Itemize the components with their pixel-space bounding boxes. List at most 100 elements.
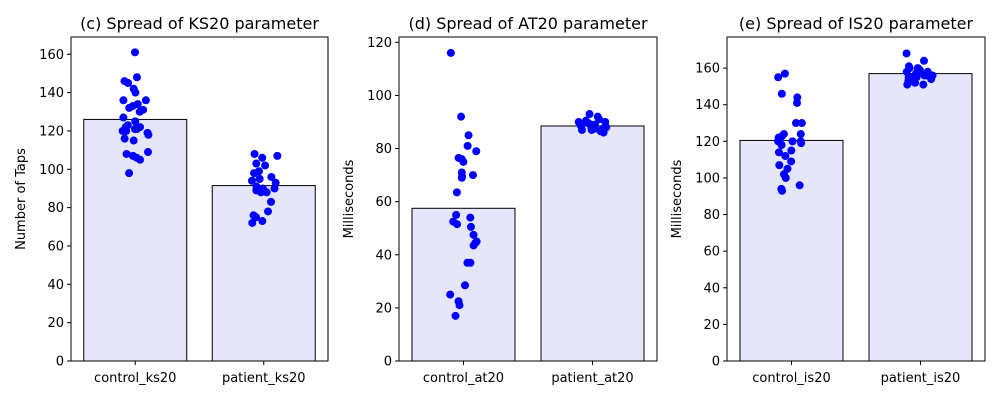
y-tick-label: 20 — [47, 316, 64, 331]
data-point-control_is20-17 — [787, 146, 796, 155]
data-point-control_ks20-27 — [122, 149, 131, 158]
x-tick-label-patient_is20: patient_is20 — [881, 371, 961, 386]
data-point-control_is20-2 — [777, 89, 786, 98]
data-point-control_at20-16 — [453, 220, 462, 229]
x-tick-label-control_at20: control_at20 — [423, 371, 504, 386]
data-point-control_ks20-23 — [144, 130, 153, 139]
x-tick-label-patient_at20: patient_at20 — [551, 371, 633, 386]
data-point-control_ks20-6 — [119, 96, 128, 105]
data-point-patient_at20-17 — [599, 128, 608, 137]
data-point-control_is20-25 — [795, 181, 804, 190]
data-point-patient_is20-22 — [911, 78, 920, 87]
data-point-control_ks20-13 — [119, 113, 128, 122]
data-point-control_is20-6 — [797, 119, 806, 128]
data-point-patient_at20-14 — [587, 125, 596, 134]
data-point-patient_ks20-1 — [273, 151, 282, 160]
x-tick-label-control_ks20: control_ks20 — [94, 371, 176, 386]
y-tick-label: 100 — [367, 89, 392, 104]
plot-frame — [70, 36, 329, 362]
data-point-patient_is20-18 — [927, 75, 936, 84]
chart-panel-1: 0 20 40 60 80 100 120 140 160 control_ks20 patient… — [14, 14, 329, 386]
plot-frame — [726, 36, 986, 362]
x-tick-label-patient_ks20: patient_ks20 — [222, 371, 306, 386]
data-point-patient_ks20-19 — [264, 207, 273, 216]
data-point-control_at20-25 — [446, 290, 455, 299]
data-point-control_is20-24 — [781, 173, 790, 182]
data-point-control_ks20-1 — [132, 73, 141, 82]
y-tick-label: 20 — [375, 301, 392, 316]
y-tick-label: 0 — [56, 355, 64, 370]
data-point-control_at20-0 — [446, 48, 455, 57]
data-point-patient_ks20-21 — [252, 213, 261, 222]
y-axis-label: Number of Taps — [14, 148, 29, 250]
y-tick-label: 80 — [47, 201, 64, 216]
y-tick-label: 0 — [384, 355, 392, 370]
data-point-patient_ks20-16 — [262, 188, 271, 197]
data-point-control_is20-1 — [774, 73, 783, 82]
data-point-control_is20-8 — [796, 130, 805, 139]
data-point-patient_ks20-2 — [258, 153, 267, 162]
data-point-control_ks20-12 — [135, 107, 144, 116]
bar-patient_at20 — [540, 125, 645, 362]
data-point-control_at20-3 — [463, 141, 472, 150]
data-point-control_at20-1 — [457, 112, 466, 121]
data-point-control_is20-18 — [774, 148, 783, 157]
data-point-control_at20-9 — [468, 171, 477, 180]
data-point-patient_is20-24 — [919, 80, 928, 89]
data-point-patient_is20-0 — [902, 49, 911, 58]
data-point-control_at20-17 — [466, 222, 475, 231]
data-point-control_is20-5 — [791, 119, 800, 128]
y-axis-label: Milliseconds — [342, 159, 357, 238]
data-point-control_is20-15 — [797, 139, 806, 148]
data-point-patient_ks20-3 — [252, 159, 261, 168]
data-point-control_ks20-25 — [129, 136, 138, 145]
chart-title: (d) Spread of AT20 parameter — [408, 14, 647, 33]
data-point-patient_ks20-7 — [267, 172, 276, 181]
y-tick-label: 100 — [39, 163, 64, 178]
data-point-control_at20-11 — [457, 173, 466, 182]
bar-control_is20 — [739, 139, 844, 362]
y-tick-label: 40 — [375, 248, 392, 263]
data-point-patient_is20-23 — [903, 80, 912, 89]
data-point-patient_is20-14 — [920, 71, 929, 80]
data-point-control_is20-21 — [775, 161, 784, 170]
data-point-control_at20-28 — [451, 311, 460, 320]
data-point-control_at20-4 — [472, 147, 481, 156]
data-point-control_is20-0 — [780, 69, 789, 78]
data-point-control_ks20-30 — [136, 155, 145, 164]
bar-patient_ks20 — [211, 185, 316, 362]
chart-title: (e) Spread of IS20 parameter — [739, 14, 974, 33]
y-tick-label: 120 — [39, 124, 64, 139]
y-tick-label: 100 — [695, 171, 720, 186]
y-axis-label: Milliseconds — [670, 159, 685, 238]
y-tick-label: 60 — [703, 245, 720, 260]
data-point-control_at20-27 — [455, 301, 464, 310]
chart-panel-2: 0 20 40 60 80 100 120 control_at20 patient_at20 (… — [342, 14, 658, 386]
y-tick-label: 120 — [695, 135, 720, 150]
data-point-control_is20-19 — [781, 151, 790, 160]
y-tick-label: 40 — [47, 278, 64, 293]
y-tick-label: 140 — [39, 86, 64, 101]
y-tick-label: 20 — [703, 318, 720, 333]
data-point-patient_ks20-10 — [247, 176, 256, 185]
y-tick-label: 140 — [695, 98, 720, 113]
y-tick-label: 60 — [47, 239, 64, 254]
data-point-control_at20-18 — [469, 230, 478, 239]
data-point-control_at20-13 — [452, 210, 461, 219]
data-point-control_ks20-7 — [141, 96, 150, 105]
y-tick-label: 80 — [703, 208, 720, 223]
data-point-control_ks20-26 — [144, 148, 153, 157]
data-point-control_at20-24 — [461, 281, 470, 290]
data-point-control_ks20-24 — [120, 134, 129, 143]
y-tick-label: 160 — [695, 62, 720, 77]
data-point-control_is20-27 — [778, 186, 787, 195]
chart-panel-3: 0 20 40 60 80 100 120 140 160 control_is20 patient… — [670, 14, 986, 386]
data-point-control_at20-2 — [464, 131, 473, 140]
data-point-control_ks20-10 — [125, 103, 134, 112]
data-point-patient_ks20-4 — [261, 161, 270, 170]
data-point-patient_ks20-23 — [248, 218, 257, 227]
data-point-patient_ks20-6 — [250, 169, 259, 178]
y-tick-label: 60 — [375, 195, 392, 210]
data-point-control_at20-14 — [466, 213, 475, 222]
